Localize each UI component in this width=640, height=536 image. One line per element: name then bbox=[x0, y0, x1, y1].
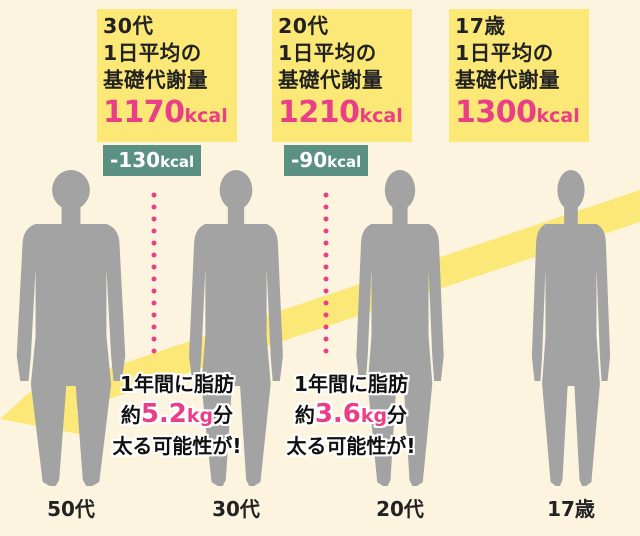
bmr-value-30s: 1170 bbox=[103, 95, 185, 130]
gain-prefix-20s: 1年間に脂肪 bbox=[294, 372, 408, 396]
diff-unit-30s: kcal bbox=[160, 153, 195, 171]
age-label-50s: 50代 bbox=[47, 497, 95, 521]
bmr-value-20s: 1210 bbox=[278, 95, 360, 130]
bmr-30s: 1170kcal bbox=[103, 96, 237, 134]
diff-unit-20s: kcal bbox=[327, 153, 362, 171]
gain-note-20s: 1年間に脂肪 約3.6kg分 太る可能性が! bbox=[276, 369, 426, 461]
info-title-30s: 30代 1日平均の 基礎代謝量 bbox=[103, 14, 208, 92]
bmr-17: 1300kcal bbox=[455, 96, 589, 134]
gain-unit-20s: kg bbox=[360, 405, 388, 427]
gain-suffix-30s: 太る可能性が! bbox=[112, 434, 242, 458]
gain-post-20s: 分 bbox=[387, 403, 408, 427]
diff-value-20s: -90 bbox=[291, 148, 328, 172]
age-label-30s: 30代 bbox=[212, 497, 260, 521]
diff-value-30s: -130 bbox=[110, 148, 161, 172]
gain-note-30s: 1年間に脂肪 約5.2kg分 太る可能性が! bbox=[102, 369, 252, 461]
diff-badge-30s: -130kcal bbox=[103, 145, 202, 176]
bmr-unit-20s: kcal bbox=[359, 105, 403, 127]
gain-value-30s: 5.2 bbox=[140, 399, 187, 429]
info-box-17: 17歳 1日平均の 基礎代謝量 1300kcal bbox=[449, 9, 589, 142]
gain-post-30s: 分 bbox=[213, 403, 234, 427]
gain-prefix-30s: 1年間に脂肪 bbox=[120, 372, 234, 396]
info-box-30s: 30代 1日平均の 基礎代謝量 1170kcal bbox=[97, 9, 237, 142]
info-title-17: 17歳 1日平均の 基礎代謝量 bbox=[455, 14, 560, 92]
age-label-17: 17歳 bbox=[547, 497, 595, 521]
gain-pre-20s: 約 bbox=[294, 403, 315, 427]
gain-suffix-20s: 太る可能性が! bbox=[286, 434, 416, 458]
gain-pre-30s: 約 bbox=[120, 403, 141, 427]
gain-unit-30s: kg bbox=[186, 405, 214, 427]
bmr-unit-30s: kcal bbox=[184, 105, 228, 127]
info-title-20s: 20代 1日平均の 基礎代謝量 bbox=[278, 14, 383, 92]
info-box-20s: 20代 1日平均の 基礎代謝量 1210kcal bbox=[272, 9, 412, 142]
bmr-unit-17: kcal bbox=[536, 105, 580, 127]
gain-amount-20s: 約3.6kg分 bbox=[276, 399, 426, 431]
diff-badge-20s: -90kcal bbox=[284, 145, 369, 176]
bmr-20s: 1210kcal bbox=[278, 96, 412, 134]
bmr-value-17: 1300 bbox=[455, 95, 537, 130]
gain-amount-30s: 約5.2kg分 bbox=[102, 399, 252, 431]
age-label-20s: 20代 bbox=[376, 497, 424, 521]
gain-value-20s: 3.6 bbox=[314, 399, 361, 429]
